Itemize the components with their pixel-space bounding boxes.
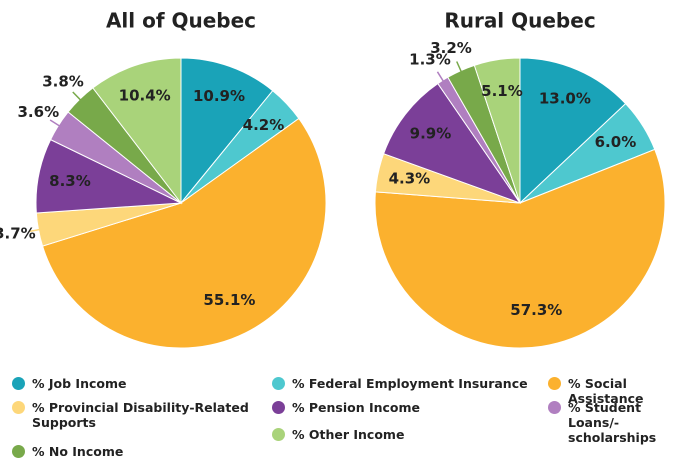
leader-line [72, 91, 84, 103]
legend-swatch [12, 401, 25, 414]
legend-swatch [272, 377, 285, 390]
legend-swatch [272, 401, 285, 414]
leader-line [49, 119, 63, 129]
data-label: 3.2% [430, 39, 472, 57]
data-label: 4.3% [389, 170, 431, 188]
legend-label: % Pension Income [292, 400, 421, 415]
charts: All of Quebec 10.9% 4.2% 55.1% 3.7% 8.3% 3.6% 3… [0, 9, 666, 349]
data-label: 10.4% [119, 86, 171, 104]
legend-label: % Provincial Disability-Related Supports [32, 400, 249, 430]
legend-item: % Other Income [272, 427, 522, 442]
legend-swatch [548, 401, 561, 414]
data-label: 3.8% [42, 73, 84, 91]
data-label: 10.9% [193, 87, 245, 105]
legend-item: % Pension Income [272, 400, 522, 415]
legend-swatch [272, 428, 285, 441]
legend-swatch [548, 377, 561, 390]
pie-slice [519, 57, 627, 205]
data-label: 1.3% [409, 50, 451, 68]
legend-swatch [12, 445, 25, 458]
legend-item: % Provincial Disability-Related Supports [12, 400, 262, 430]
data-label: 9.9% [410, 124, 452, 142]
leader-line [456, 61, 464, 75]
legend-item: % Federal Employment Insurance [272, 376, 542, 391]
legend-label: % Other Income [292, 427, 405, 442]
legend-item: % Job Income [12, 376, 252, 391]
leader-line [28, 228, 43, 233]
leader-line [436, 71, 446, 85]
data-label: 3.7% [0, 225, 36, 243]
data-label: 6.0% [595, 133, 637, 151]
legend-label: % Job Income [32, 376, 127, 391]
pie-slice [41, 117, 327, 349]
legend-item: % Student Loans/-scholarships [548, 400, 696, 445]
data-label: 8.3% [49, 172, 91, 190]
data-label: 4.2% [243, 116, 285, 134]
legend-label: % Student Loans/-scholarships [568, 400, 657, 445]
data-label: 13.0% [539, 90, 591, 108]
chart-title: All of Quebec [106, 9, 256, 33]
legend-label: % No Income [32, 444, 124, 458]
legend-item: % No Income [12, 444, 252, 458]
data-label: 57.3% [510, 301, 562, 319]
legend-label: % Social Assistance [568, 376, 644, 406]
pie-slice [180, 57, 274, 205]
chart-title: Rural Quebec [444, 9, 595, 33]
legend-label: % Federal Employment Insurance [292, 376, 528, 391]
pie-slice [382, 82, 522, 204]
data-label: 3.6% [18, 103, 60, 121]
pie-slice [473, 57, 521, 204]
data-label: 55.1% [203, 291, 255, 309]
pie-slice [92, 57, 182, 205]
data-label: 5.1% [481, 82, 523, 100]
legend-swatch [12, 377, 25, 390]
legend-item: % Social Assistance [548, 376, 696, 406]
pie-slice [374, 148, 666, 349]
